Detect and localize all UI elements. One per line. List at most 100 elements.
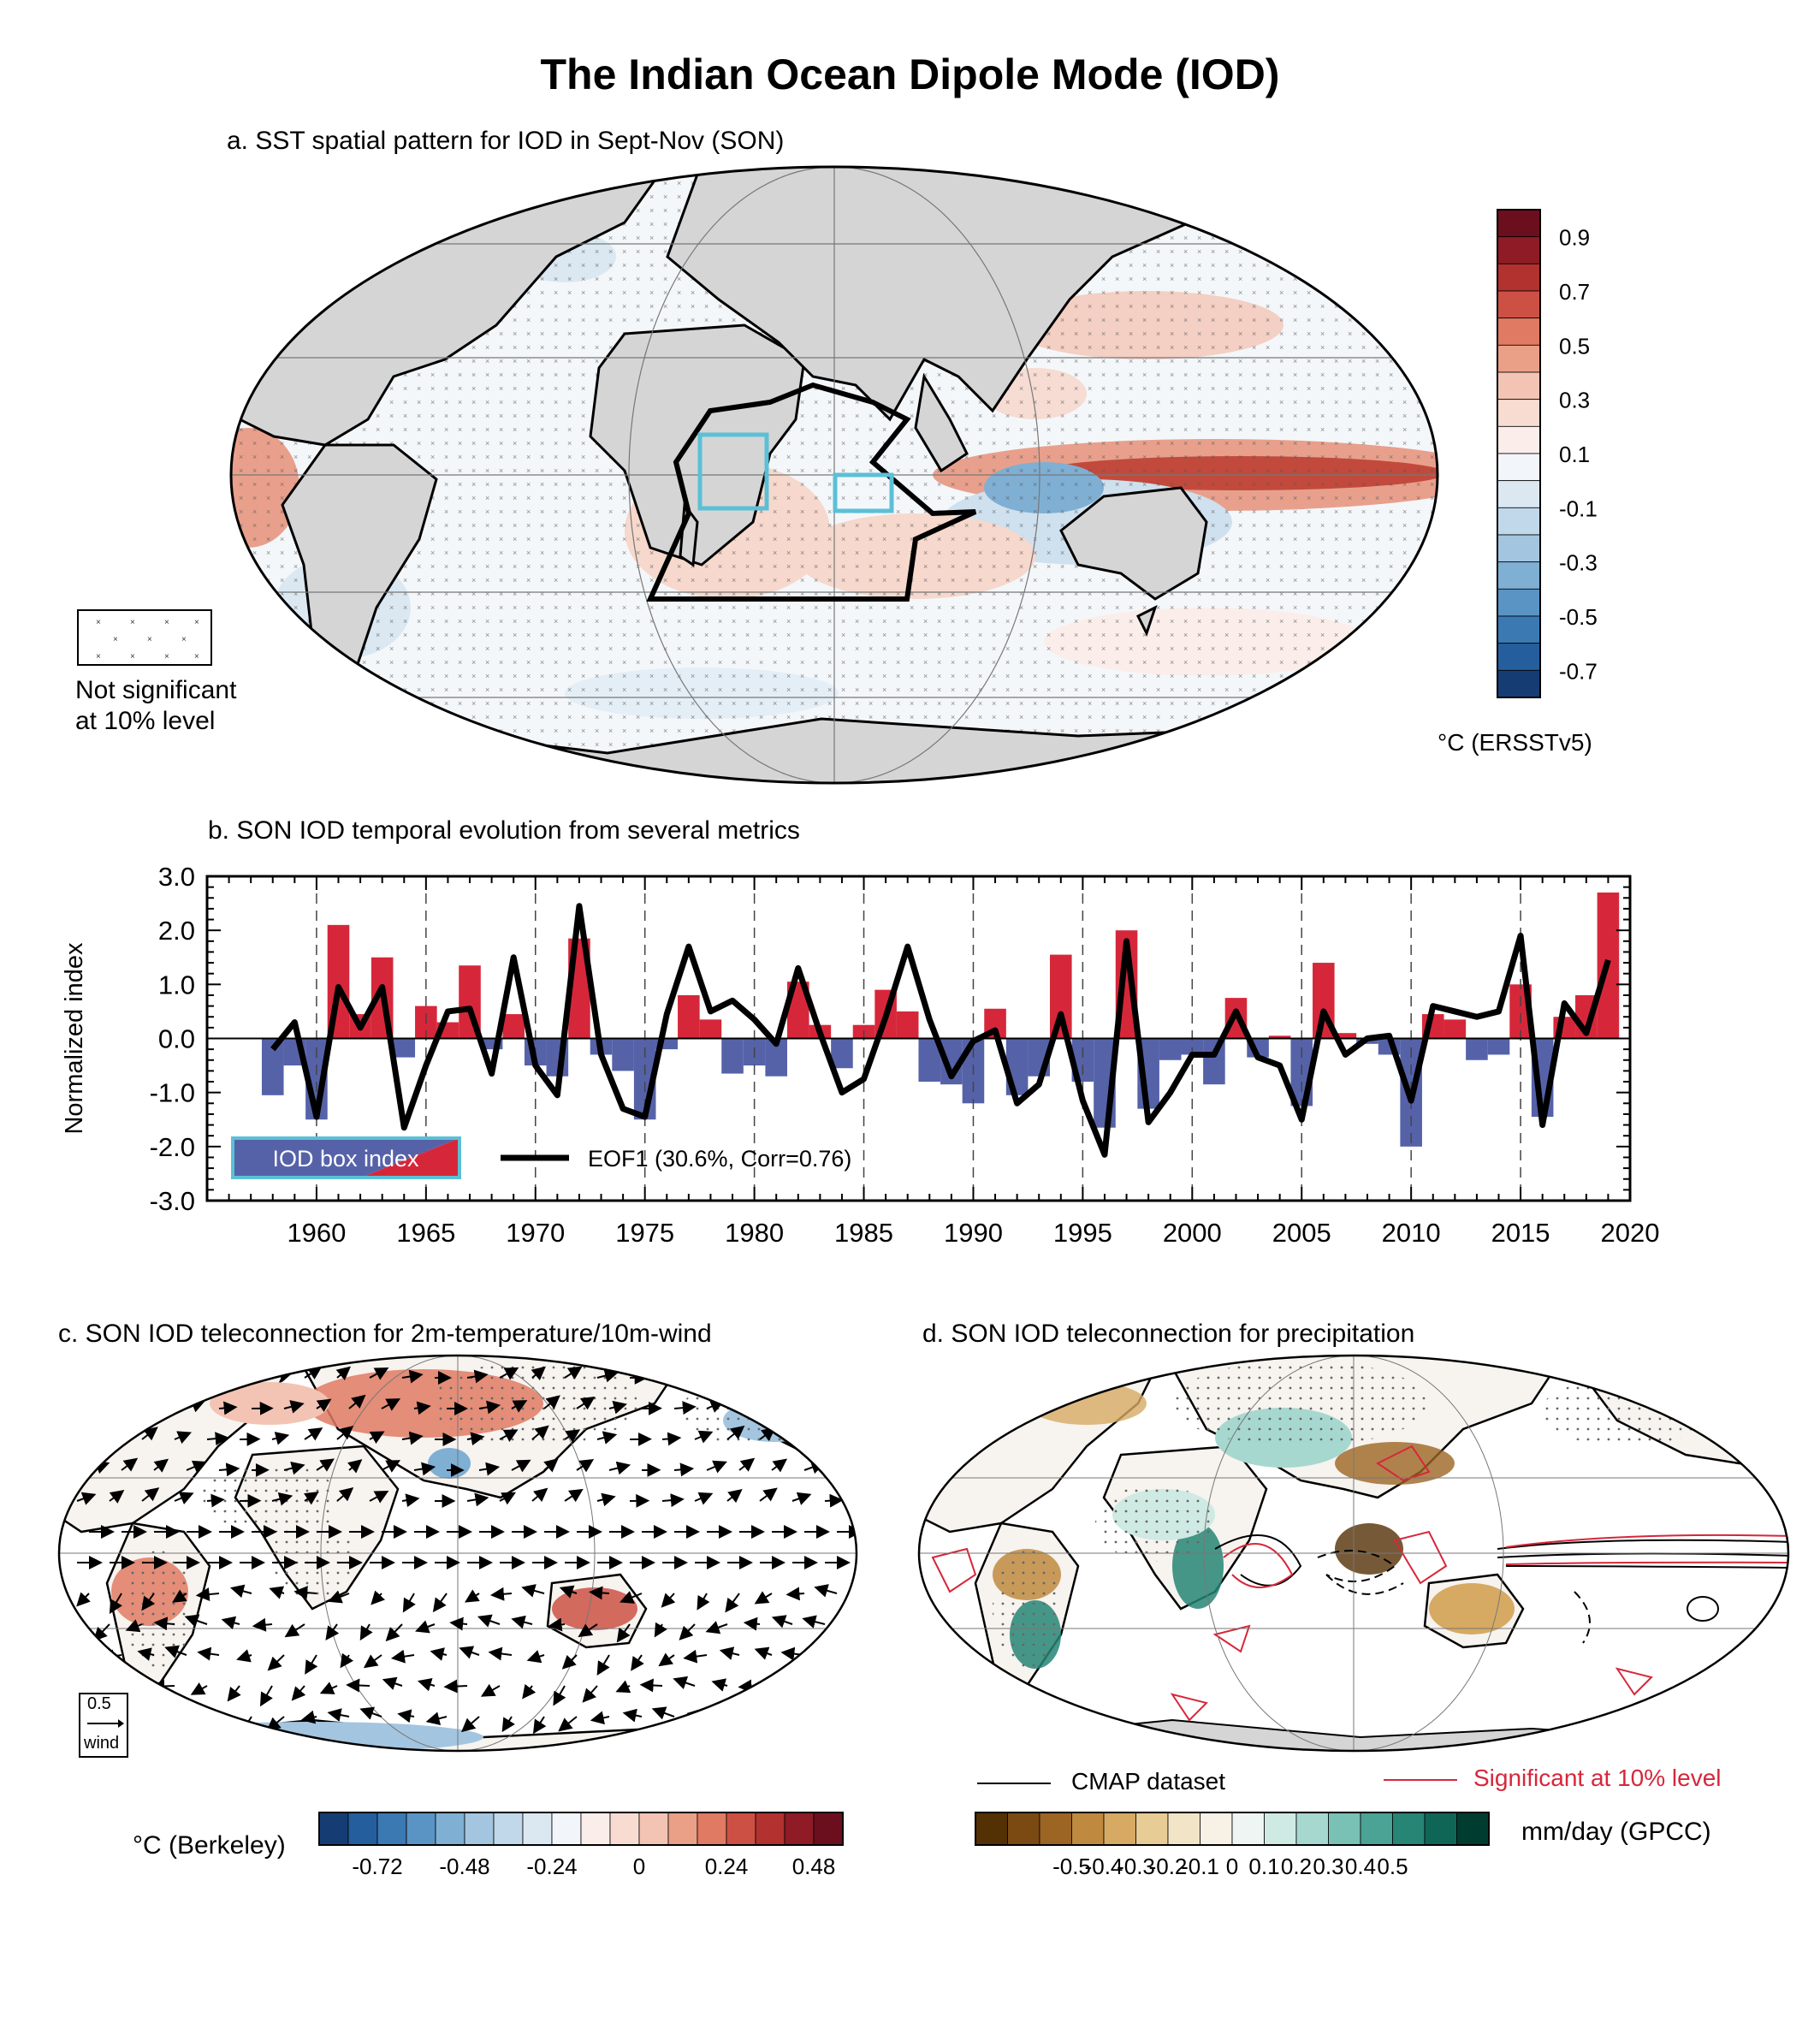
colorbar-a-cell <box>1497 669 1541 698</box>
wind-vector-arrow <box>369 1431 385 1445</box>
wind-vector-arrow <box>197 1646 220 1661</box>
iod-box-bar <box>502 1014 525 1039</box>
panel-a-colorbar-label: °C (ERSSTv5) <box>1438 729 1592 756</box>
colorbar-c-tick-label: -0.24 <box>526 1854 577 1879</box>
panel-d-map <box>917 1354 1790 1753</box>
wind-vector-arrow <box>66 1623 80 1644</box>
wind-vector-arrow <box>316 1398 332 1413</box>
wind-vector-arrow <box>92 1677 110 1692</box>
not-significant-legend-box: × × × × × × × × × × × <box>77 609 212 666</box>
colorbar-a-cell <box>1497 453 1541 482</box>
colorbar-d-cell <box>1231 1812 1265 1846</box>
wind-vector-arrow <box>210 1715 224 1730</box>
colorbar-d-tick-label: 0.5 <box>1377 1854 1408 1879</box>
wind-vector-arrow <box>236 1649 252 1663</box>
wind-vector-arrow <box>417 1677 436 1692</box>
wind-vector-arrow <box>328 1590 350 1604</box>
svg-text:×: × <box>194 652 199 661</box>
wind-vector-arrow <box>521 1584 545 1598</box>
wind-vector-arrow <box>620 1591 643 1604</box>
wind-vector-arrow <box>76 1492 97 1505</box>
wind-vector-arrow <box>347 1459 363 1474</box>
y-axis-label: Normalized index <box>61 942 88 1135</box>
wind-vector-arrow <box>596 1492 616 1507</box>
iod-box-bar <box>1487 1038 1510 1055</box>
wind-vector-arrow <box>413 1401 431 1415</box>
wind-vector-arrow <box>673 1462 695 1477</box>
x-tick-label: 1980 <box>725 1218 784 1248</box>
wind-vector-arrow <box>413 1462 436 1476</box>
wind-vector-arrow <box>694 1492 714 1505</box>
wind-vector-arrow <box>816 1651 838 1664</box>
wind-vector-arrow <box>631 1654 644 1671</box>
wind-vector-arrow <box>836 1462 857 1477</box>
svg-text:×: × <box>194 618 199 627</box>
colorbar-d-cell <box>1295 1812 1329 1846</box>
wind-vector-arrow <box>673 1401 697 1415</box>
colorbar-a-cell <box>1497 344 1541 373</box>
svg-text:×: × <box>96 652 101 661</box>
wind-vector-arrow <box>705 1621 728 1634</box>
wind-vector-arrow <box>300 1710 317 1724</box>
wind-vector-arrow <box>531 1366 546 1381</box>
wind-vector-arrow <box>390 1649 415 1664</box>
wind-vector-arrow <box>661 1370 683 1385</box>
iod-box-bar <box>896 1011 919 1039</box>
wind-vector-arrow <box>499 1367 519 1380</box>
significant-legend-line <box>1384 1779 1457 1781</box>
colorbar-c-tick-label: 0.24 <box>705 1854 749 1879</box>
wind-vector-arrow <box>480 1683 501 1697</box>
wind-vector-arrow <box>622 1708 643 1723</box>
wind-vector-arrow <box>122 1676 143 1691</box>
wind-vector-arrow <box>348 1394 366 1409</box>
wind-vector-arrow <box>218 1462 240 1477</box>
x-tick-label: 2020 <box>1601 1218 1660 1248</box>
wind-vector-arrow <box>186 1460 207 1474</box>
wind-vector-arrow <box>738 1396 756 1410</box>
wind-vector-arrow <box>608 1461 631 1475</box>
wind-vector-arrow <box>304 1366 323 1380</box>
colorbar-c-cell <box>755 1812 786 1846</box>
wind-vector-arrow <box>229 1584 252 1599</box>
colorbar-c-cell <box>726 1812 756 1846</box>
wind-vector-arrow <box>824 1493 844 1508</box>
not-significant-label-2: at 10% level <box>75 707 216 735</box>
wind-vector-arrow <box>121 1457 139 1472</box>
colorbar-a-cell <box>1497 643 1541 671</box>
svg-text:×: × <box>164 652 169 661</box>
wind-vector-arrow <box>206 1432 229 1446</box>
colorbar-a-cell <box>1497 615 1541 644</box>
wind-vector-arrow <box>686 1708 708 1723</box>
wind-vector-arrow <box>327 1708 350 1722</box>
wind-vector-arrow <box>759 1487 778 1502</box>
wind-vector-arrow <box>401 1431 424 1445</box>
wind-vector-arrow <box>564 1366 583 1380</box>
colorbar-c-cell <box>406 1812 436 1846</box>
wind-vector-arrow <box>109 1366 126 1380</box>
y-tick-label: 2.0 <box>158 916 195 946</box>
wind-vector-arrow <box>174 1492 194 1505</box>
panel-c-map <box>57 1354 858 1753</box>
wind-vector-arrow <box>336 1486 354 1502</box>
colorbar-d-tick-label: -0.5 <box>1052 1854 1091 1879</box>
colorbar-d-tick-label: 0 <box>1226 1854 1238 1879</box>
wind-vector-arrow <box>141 1487 160 1502</box>
wind-vector-arrow <box>694 1367 715 1381</box>
wind-vector-arrow <box>363 1654 382 1669</box>
wind-reference-arrow <box>87 1719 124 1728</box>
colorbar-c-cell <box>318 1812 349 1846</box>
panel-d-colorbar: -0.5-0.4-0.3-0.2-0.1 0 0.1 0.2 0.3 0.4 0.5 <box>975 1812 1490 1879</box>
colorbar-a-tick-label: 0.3 <box>1559 388 1590 413</box>
wind-vector-arrow <box>596 1654 610 1676</box>
wind-vector-arrow <box>803 1400 823 1414</box>
wind-vector-arrow <box>218 1401 238 1415</box>
wind-vector-arrow <box>371 1590 386 1605</box>
wind-vector-arrow <box>267 1654 285 1671</box>
wind-vector-arrow <box>564 1429 581 1443</box>
wind-vector-arrow <box>461 1716 480 1733</box>
x-tick-label: 1960 <box>287 1218 346 1248</box>
colorbar-a-tick-label: -0.3 <box>1559 550 1598 576</box>
wind-vector-arrow <box>478 1462 501 1476</box>
wind-vector-arrow <box>697 1593 710 1611</box>
colorbar-d-tick-label: -0.3 <box>1117 1854 1155 1879</box>
